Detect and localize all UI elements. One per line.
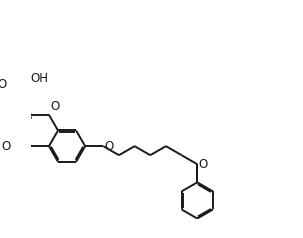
Text: O: O	[104, 140, 113, 153]
Text: O: O	[198, 158, 208, 171]
Text: O: O	[50, 100, 60, 113]
Text: O: O	[1, 140, 11, 153]
Text: OH: OH	[30, 72, 48, 85]
Text: O: O	[0, 78, 7, 90]
